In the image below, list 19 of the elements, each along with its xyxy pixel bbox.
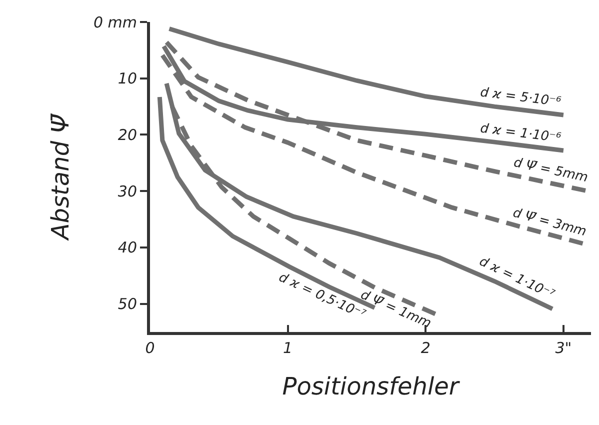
text: d ϰ = 5·10⁻⁶ bbox=[479, 85, 562, 110]
y-tick-label: 30 bbox=[118, 182, 137, 200]
x-tick-label: 0 bbox=[145, 339, 155, 357]
x-tick-label: 3" bbox=[555, 339, 572, 357]
text: d Ψ̄ = 5mm bbox=[512, 155, 590, 186]
x-tick-label: 1 bbox=[283, 339, 293, 357]
x-axis-title: Positionsfehler bbox=[282, 372, 461, 400]
y-tick-label: 20 bbox=[118, 126, 137, 144]
y-tick-label: 40 bbox=[118, 238, 137, 257]
text: d ϰ = 1·10⁻⁷ bbox=[476, 254, 558, 304]
y-tick-label: 0 mm bbox=[93, 13, 137, 32]
y-tick-label: 50 bbox=[118, 295, 137, 314]
line-series bbox=[164, 40, 588, 193]
y-tick-label: 10 bbox=[118, 70, 137, 88]
y-axis-title: Abstand Ψ̄ bbox=[46, 113, 75, 242]
line-series bbox=[167, 26, 566, 118]
text: d Ψ̄ = 3mm bbox=[511, 206, 588, 240]
text: d ϰ = 1·10⁻⁶ bbox=[479, 121, 562, 146]
x-tick-label: 2 bbox=[420, 339, 430, 357]
